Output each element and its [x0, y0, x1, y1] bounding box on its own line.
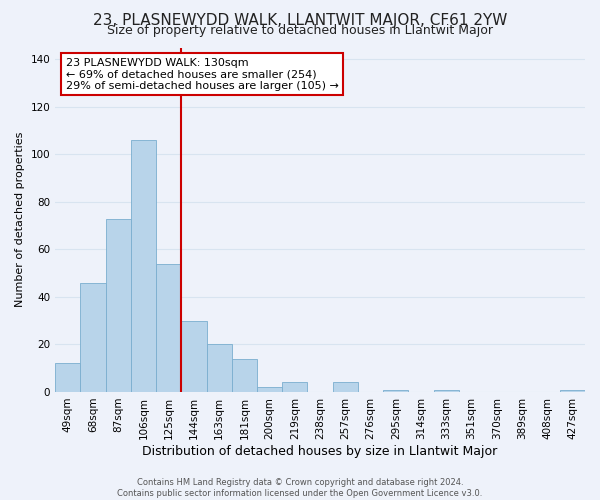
X-axis label: Distribution of detached houses by size in Llantwit Major: Distribution of detached houses by size …: [142, 444, 498, 458]
Bar: [55, 364, 80, 392]
Bar: [282, 382, 307, 392]
Text: Contains HM Land Registry data © Crown copyright and database right 2024.
Contai: Contains HM Land Registry data © Crown c…: [118, 478, 482, 498]
Text: 23 PLASNEWYDD WALK: 130sqm
← 69% of detached houses are smaller (254)
29% of sem: 23 PLASNEWYDD WALK: 130sqm ← 69% of deta…: [66, 58, 338, 91]
Text: Size of property relative to detached houses in Llantwit Major: Size of property relative to detached ho…: [107, 24, 493, 37]
Y-axis label: Number of detached properties: Number of detached properties: [15, 132, 25, 308]
Bar: [181, 320, 206, 392]
Bar: [232, 358, 257, 392]
Text: 23, PLASNEWYDD WALK, LLANTWIT MAJOR, CF61 2YW: 23, PLASNEWYDD WALK, LLANTWIT MAJOR, CF6…: [93, 12, 507, 28]
Bar: [80, 282, 106, 392]
Bar: [106, 218, 131, 392]
Bar: [332, 382, 358, 392]
Bar: [257, 387, 282, 392]
Bar: [206, 344, 232, 392]
Bar: [434, 390, 459, 392]
Bar: [560, 390, 585, 392]
Bar: [131, 140, 156, 392]
Bar: [156, 264, 181, 392]
Bar: [383, 390, 409, 392]
